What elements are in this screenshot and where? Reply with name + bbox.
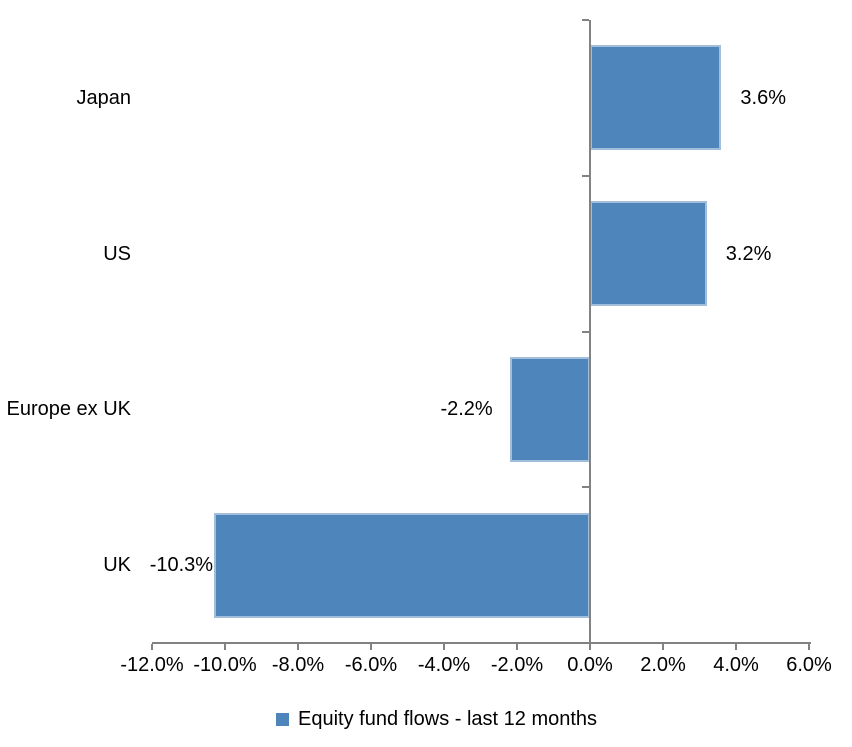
value-axis-tick (735, 644, 737, 650)
category-label-europe-ex-uk: Europe ex UK (6, 398, 131, 421)
value-axis-tick (589, 644, 591, 650)
value-axis-tick (808, 644, 810, 650)
value-axis-tick (224, 644, 226, 650)
bar-japan (590, 45, 722, 151)
bar-europe-ex-uk (509, 356, 590, 462)
category-axis-tick (582, 486, 589, 489)
value-label-europe-ex-uk: -2.2% (440, 398, 493, 421)
bar-uk (214, 512, 590, 618)
value-label-uk: -10.3% (149, 554, 214, 577)
x-tick-label: -10.0% (193, 654, 257, 676)
value-axis-tick (370, 644, 372, 650)
x-tick-label: -12.0% (120, 654, 184, 676)
value-axis-line (152, 642, 811, 644)
category-axis-tick (582, 174, 589, 177)
value-axis-tick (516, 644, 518, 650)
category-axis-tick (582, 19, 589, 21)
category-axis-line (589, 20, 591, 644)
category-label-japan: Japan (76, 86, 132, 109)
x-tick-label: -4.0% (417, 654, 471, 676)
x-tick-label: 0.0% (567, 654, 613, 676)
value-label-us: 3.2% (725, 242, 772, 265)
legend-marker-icon (276, 712, 289, 726)
category-axis-tick (582, 330, 589, 333)
value-axis-tick (662, 644, 664, 650)
category-label-uk: UK (103, 554, 131, 577)
x-tick-label: 6.0% (786, 654, 832, 676)
bar-us (590, 201, 707, 307)
x-tick-label: -8.0% (271, 654, 325, 676)
value-axis-tick (443, 644, 445, 650)
value-axis-tick (151, 644, 153, 650)
x-tick-label: -6.0% (344, 654, 398, 676)
legend: Equity fund flows - last 12 months (276, 706, 597, 732)
legend-label: Equity fund flows - last 12 months (298, 708, 598, 730)
value-label-japan: 3.6% (740, 86, 786, 109)
x-tick-label: 2.0% (640, 654, 686, 676)
x-tick-label: 4.0% (713, 654, 759, 676)
category-label-us: US (103, 242, 131, 265)
x-tick-label: -2.0% (490, 654, 544, 676)
value-axis-tick (297, 644, 299, 650)
